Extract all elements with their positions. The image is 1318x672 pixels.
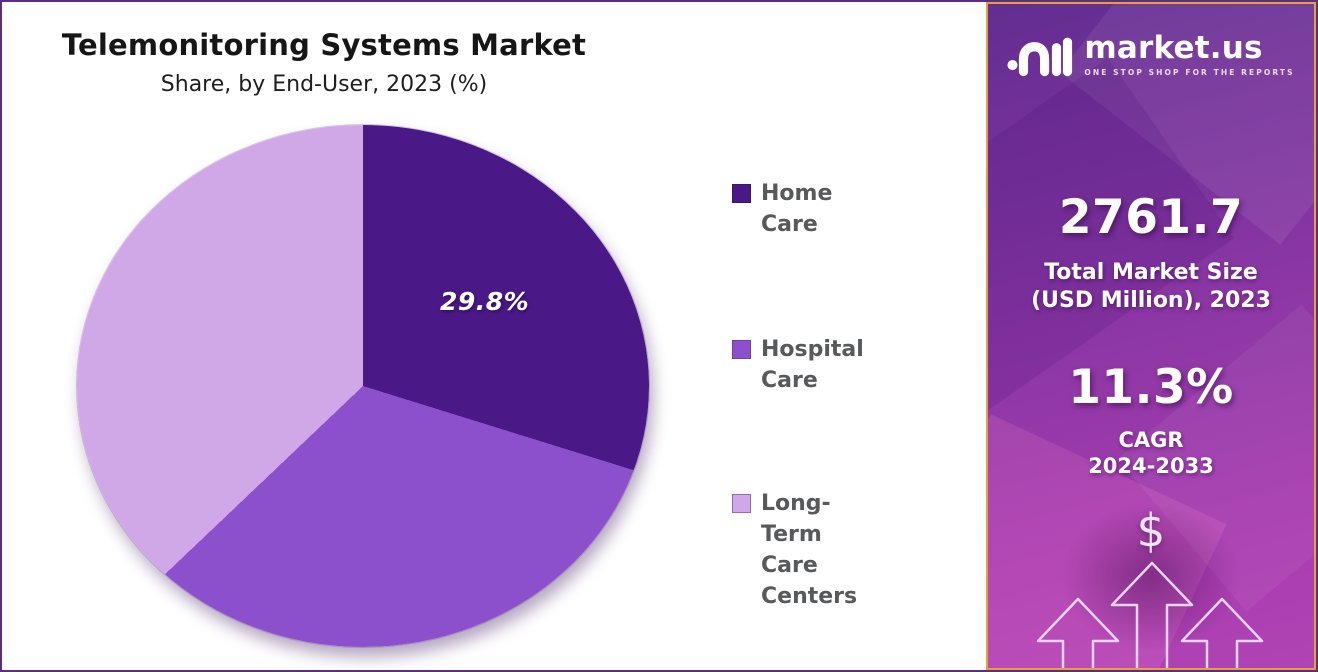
cagr-value: 11.3% bbox=[1068, 360, 1234, 415]
sidebar: market.us ONE STOP SHOP FOR THE REPORTS … bbox=[986, 2, 1316, 670]
legend-swatch-home-care bbox=[732, 184, 751, 203]
legend-label: Long-Term Care Centers bbox=[761, 491, 858, 609]
legend-item-home-care: Home Care bbox=[732, 178, 832, 240]
cagr-label: CAGR 2024-2033 bbox=[988, 427, 1314, 480]
market-size-label-line1: Total Market Size bbox=[1044, 260, 1258, 285]
market-size-label-line2: (USD Million), 2023 bbox=[1031, 287, 1271, 313]
pie-slice-label: 29.8% bbox=[440, 287, 530, 316]
logo-text: market.us ONE STOP SHOP FOR THE REPORTS bbox=[1084, 30, 1295, 78]
legend-swatch-hospital-care bbox=[732, 340, 751, 359]
cagr-stat: 11.3% CAGR 2024-2033 bbox=[988, 360, 1314, 480]
brand-name: market.us bbox=[1084, 30, 1263, 66]
page-title: Telemonitoring Systems Market bbox=[61, 28, 587, 62]
chart-subtitle: Share, by End-User, 2023 (%) bbox=[160, 71, 488, 97]
legend-label: Hospital Care bbox=[761, 337, 864, 393]
legend-item-long-term-care-centers: Long-Term Care Centers bbox=[732, 488, 857, 612]
pie-chart bbox=[77, 125, 649, 647]
brand-tagline: ONE STOP SHOP FOR THE REPORTS bbox=[1084, 68, 1295, 77]
legend-item-hospital-care: Hospital Care bbox=[732, 334, 864, 396]
market-size-value: 2761.7 bbox=[1058, 190, 1244, 245]
brand-logo: market.us ONE STOP SHOP FOR THE REPORTS bbox=[988, 32, 1314, 78]
legend-swatch-long-term-care-centers bbox=[732, 494, 751, 513]
cagr-label-line1: CAGR bbox=[1118, 428, 1184, 452]
decor-cup-shadow bbox=[1061, 502, 1241, 652]
growth-arrows-icon bbox=[1036, 561, 1264, 668]
marketus-logo-icon bbox=[1007, 37, 1073, 77]
market-size-label: Total Market Size (USD Million), 2023 bbox=[988, 259, 1314, 314]
cagr-label-line2: 2024-2033 bbox=[1088, 454, 1214, 479]
market-size-stat: 2761.7 Total Market Size (USD Million), … bbox=[988, 190, 1314, 314]
legend-label: Home Care bbox=[761, 181, 833, 237]
dollar-icon: $ bbox=[1136, 504, 1166, 557]
chart-header: Telemonitoring Systems Market Share, by … bbox=[48, 28, 600, 97]
